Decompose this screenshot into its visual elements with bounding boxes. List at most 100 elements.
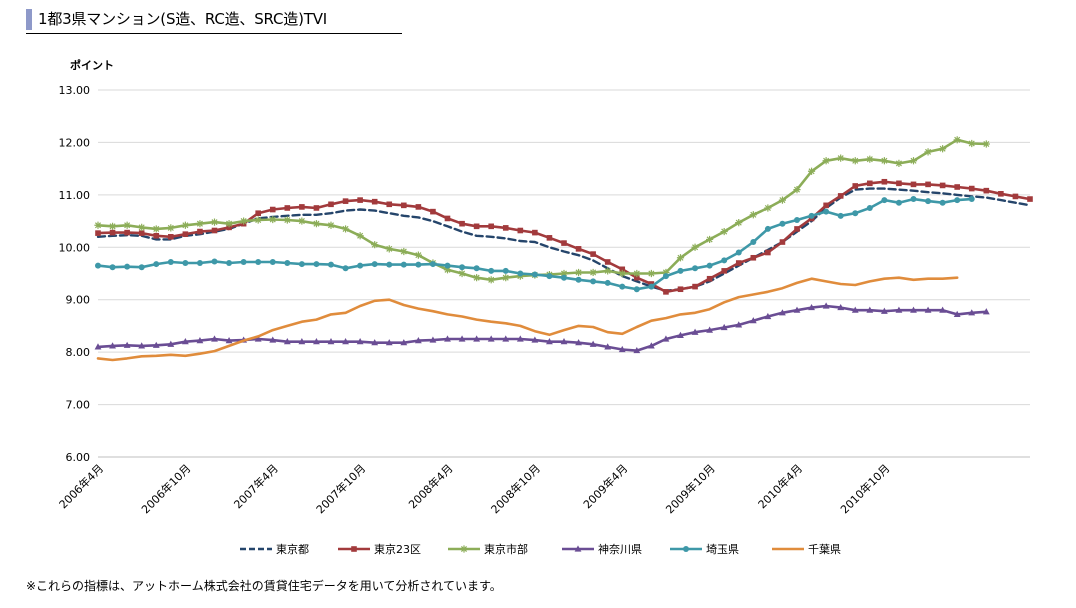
x-tick-label: 2010年10月 [837,461,892,516]
data-point [386,261,393,268]
data-point [240,258,247,265]
data-point [167,340,175,347]
data-point [954,197,961,204]
data-point [299,204,305,210]
data-point [880,307,888,314]
data-point [837,193,844,199]
data-point [313,205,320,211]
data-point [618,269,626,278]
legend-label: 千葉県 [808,542,841,556]
data-point [721,268,727,274]
data-point [939,182,946,189]
data-point [779,239,786,245]
data-point [254,335,262,342]
data-point [138,342,146,349]
data-point [706,235,714,244]
data-point [794,217,800,224]
data-point [720,227,728,236]
data-point [749,211,757,219]
data-point [460,545,468,553]
data-point [779,220,786,227]
data-point [124,263,131,270]
legend-label: 埼玉県 [706,542,739,556]
data-point [881,178,888,185]
data-point [662,335,670,342]
data-point [269,336,277,343]
data-point [735,260,742,266]
data-point [909,157,918,165]
data-point [837,154,845,162]
data-point [283,338,291,345]
data-point [269,258,276,265]
data-point [633,346,641,354]
data-point [939,306,947,313]
data-point [749,317,757,324]
data-point [138,223,146,231]
data-point [1012,193,1019,200]
data-point [400,247,408,256]
data-point [152,341,160,348]
data-point [197,228,203,235]
data-point [590,278,597,285]
data-point [371,198,378,205]
data-point [444,335,451,342]
data-point [532,229,538,236]
data-point [677,331,684,338]
data-point [867,180,873,187]
data-point [619,283,626,290]
data-point [108,222,117,230]
data-point [356,232,364,240]
legend-item: 東京23区 [338,542,421,556]
data-point [924,306,932,313]
legend-label: 神奈川県 [598,542,642,556]
legend-label: 東京23区 [374,542,421,556]
data-point [1027,196,1033,202]
data-point [634,274,640,281]
data-point [517,227,524,234]
data-point [94,343,102,350]
data-point [298,217,306,225]
data-point [487,335,495,342]
y-tick-label: 10.00 [59,241,91,254]
data-point [648,283,655,290]
x-tick-label: 2006年10月 [138,461,193,516]
data-point [211,227,218,234]
data-point [313,338,320,345]
data-point [341,225,350,233]
data-point [589,268,597,277]
line-chart: 13.00 12.00 11.00 10.00 9.00 8.00 7.00 6.00 ポイント… [56,58,1033,556]
data-point [807,167,816,175]
data-point [764,225,771,232]
series-埼玉県 [95,196,975,293]
data-point [574,268,583,277]
data-point [124,229,130,236]
data-point [152,225,160,233]
data-point [692,265,699,272]
data-point [196,337,204,344]
data-point [561,274,567,281]
data-point [895,306,903,313]
data-point [357,262,364,269]
series-line [96,276,959,362]
series-神奈川県 [94,302,990,354]
data-point [793,306,801,313]
data-point [647,342,655,349]
data-point [531,271,538,278]
legend-label: 東京市部 [484,542,528,556]
data-point [677,286,684,293]
data-point [401,202,407,209]
data-point [939,199,946,206]
page-title: 1都3県マンション(S造、RC造、SRC造)TVI [38,10,327,28]
data-point [284,260,291,267]
data-point [153,261,160,268]
data-point [662,268,670,277]
data-point [910,196,917,203]
data-point [735,219,743,227]
data-point [429,261,436,268]
data-point [342,338,349,345]
y-axis-label: ポイント [70,58,114,72]
data-point [706,262,713,269]
data-point [852,183,859,189]
data-point [444,215,451,222]
data-point [866,155,874,163]
